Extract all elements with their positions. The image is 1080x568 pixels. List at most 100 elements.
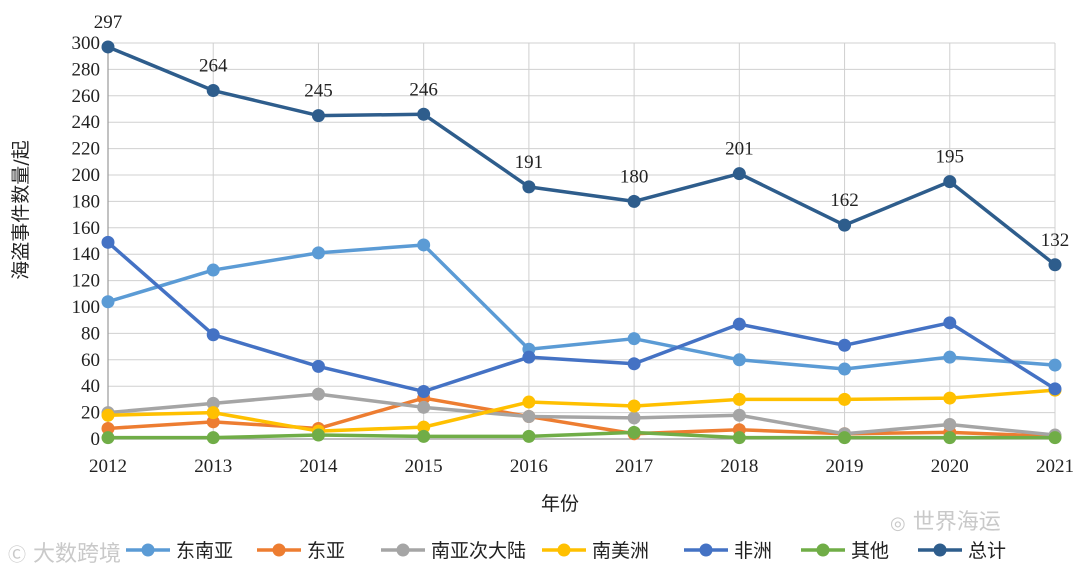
data-point (522, 180, 536, 194)
data-point (311, 359, 325, 373)
data-point (206, 415, 220, 429)
data-point (522, 410, 536, 424)
y-tick-label: 220 (72, 139, 101, 160)
data-point (311, 246, 325, 260)
y-tick-label: 100 (72, 297, 101, 318)
weibo-logo-icon: Ⓒ (8, 545, 26, 566)
series-line (108, 430, 1055, 440)
data-point (311, 428, 325, 442)
data-point (101, 295, 115, 309)
data-point (1048, 382, 1062, 396)
legend-label: 南亚次大陆 (431, 540, 526, 562)
watermark-left-text: 大数跨境 (33, 542, 122, 567)
watermark-right: ◎ 世界海运 (890, 504, 1001, 536)
x-axis-title: 年份 (541, 493, 579, 515)
x-tick-label: 2015 (405, 456, 443, 477)
data-point (732, 431, 746, 445)
data-point (311, 387, 325, 401)
data-label: 245 (304, 81, 333, 102)
wechat-logo-icon: ◎ (890, 513, 906, 534)
data-label: 132 (1041, 230, 1070, 251)
data-point (522, 350, 536, 364)
series-line (107, 388, 1056, 433)
data-point (838, 392, 852, 406)
data-point (732, 408, 746, 422)
legend-label: 东亚 (307, 540, 345, 562)
data-point (838, 338, 852, 352)
x-tick-label: 2020 (931, 456, 969, 477)
data-label: 297 (94, 12, 123, 33)
data-point (206, 431, 220, 445)
legend-marker (141, 543, 155, 557)
data-label: 180 (620, 166, 649, 187)
x-tick-label: 2012 (89, 456, 127, 477)
series-lines (101, 40, 1062, 445)
y-tick-label: 280 (72, 59, 101, 80)
x-tick-label: 2019 (826, 456, 864, 477)
data-point (627, 425, 641, 439)
data-point (943, 431, 957, 445)
y-tick-label: 20 (81, 403, 100, 424)
data-point (943, 316, 957, 330)
data-point (206, 84, 220, 98)
data-label: 264 (199, 56, 228, 77)
data-label: 195 (936, 147, 965, 168)
y-tick-label: 120 (72, 271, 101, 292)
data-point (732, 317, 746, 331)
data-label: 162 (830, 190, 859, 211)
legend-marker (933, 543, 947, 557)
data-point (1048, 258, 1062, 272)
grid (107, 42, 1056, 440)
y-tick-label: 0 (91, 429, 101, 450)
y-tick-label: 180 (72, 191, 101, 212)
data-point (206, 406, 220, 420)
data-point (943, 391, 957, 405)
data-point (101, 431, 115, 445)
data-point (206, 396, 220, 410)
data-labels: 297 264 245 246 191 180 201 162 195 132 (94, 12, 1070, 251)
data-point (1048, 358, 1062, 372)
legend-label: 非洲 (734, 540, 772, 562)
x-tick-label: 2013 (194, 456, 232, 477)
data-point (732, 167, 746, 181)
legend-marker (816, 543, 830, 557)
y-tick-label: 80 (81, 323, 100, 344)
legend-marker (557, 543, 571, 557)
data-point (101, 421, 115, 435)
watermark-left: Ⓒ 大数跨境 (8, 536, 121, 568)
legend-label: 东南亚 (176, 540, 233, 562)
y-tick-label: 160 (72, 218, 101, 239)
x-tick-label: 2017 (615, 456, 653, 477)
y-axis-title: 海盗事件数量/起 (10, 140, 32, 279)
data-label: 246 (409, 79, 438, 100)
y-tick-label: 300 (72, 33, 101, 54)
data-point (417, 420, 431, 434)
data-point (627, 399, 641, 413)
data-point (943, 350, 957, 364)
x-tick-label: 2018 (720, 456, 758, 477)
series-line (107, 45, 1057, 267)
y-axis-ticks: 0 20 40 60 80 100 120 140 160 180 200 220 240 260 280 3… (72, 33, 101, 450)
y-tick-label: 240 (72, 112, 101, 133)
legend-label: 其他 (851, 540, 889, 562)
data-point (627, 332, 641, 346)
y-tick-label: 200 (72, 165, 101, 186)
data-point (732, 392, 746, 406)
data-point (206, 328, 220, 342)
legend-label: 南美洲 (592, 540, 649, 562)
series-line (107, 243, 1056, 371)
data-point (522, 429, 536, 443)
data-point (838, 218, 852, 232)
data-point (838, 431, 852, 445)
data-point (417, 429, 431, 443)
data-point (838, 362, 852, 376)
data-point (101, 235, 115, 249)
legend-label: 总计 (968, 540, 1006, 562)
data-label: 191 (515, 152, 544, 173)
data-point (1048, 431, 1062, 445)
x-tick-label: 2021 (1036, 456, 1074, 477)
series-line (106, 241, 1056, 394)
data-point (943, 175, 957, 189)
data-point (627, 357, 641, 371)
